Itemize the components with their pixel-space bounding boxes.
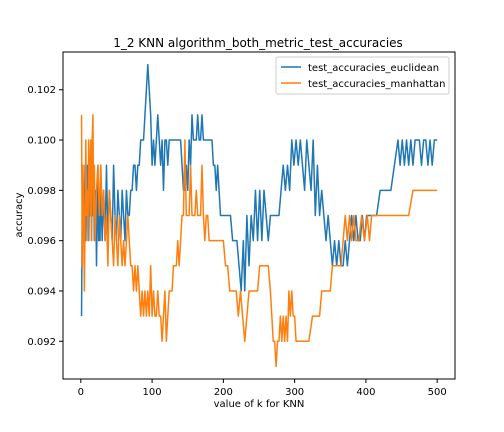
legend-box — [275, 56, 450, 95]
plot-frame — [62, 51, 456, 380]
y-tick-label: 0.092 — [27, 337, 56, 348]
y-tick-label: 0.094 — [27, 286, 56, 297]
y-axis: 0.092 0.094 0.096 0.098 0.100 0.102 — [27, 85, 63, 348]
legend-label-euclidean: test_accuracies_euclidean — [308, 63, 439, 74]
chart-title: 1_2 KNN algorithm_both_metric_test_accur… — [113, 36, 403, 50]
x-tick-label: 400 — [356, 387, 375, 398]
x-tick-label: 0 — [78, 387, 84, 398]
x-axis-label: value of k for KNN — [214, 399, 305, 410]
x-tick-label: 200 — [214, 387, 233, 398]
y-tick-label: 0.100 — [27, 136, 56, 147]
plot-area — [62, 51, 456, 380]
x-axis: 0 100 200 300 400 500 — [78, 379, 447, 398]
legend-label-manhattan: test_accuracies_manhattan — [308, 79, 446, 90]
series-line-manhattan — [80, 114, 438, 368]
y-tick-label: 0.102 — [27, 85, 56, 96]
y-tick-label: 0.098 — [27, 186, 56, 197]
y-tick-label: 0.096 — [27, 236, 56, 247]
series-layer — [80, 63, 438, 368]
legend: test_accuracies_euclidean test_accuracie… — [275, 56, 450, 95]
x-tick-label: 100 — [143, 387, 162, 398]
x-tick-label: 500 — [428, 387, 447, 398]
x-tick-label: 300 — [285, 387, 304, 398]
y-axis-label: accuracy — [14, 192, 25, 237]
